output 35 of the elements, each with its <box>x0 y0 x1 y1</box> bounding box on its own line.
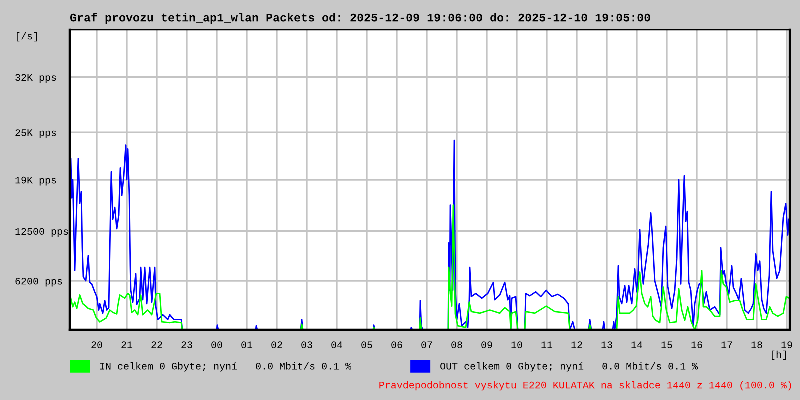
x-tick-label: 14 <box>632 342 642 348</box>
x-tick-label: 16 <box>692 342 702 348</box>
x-tick-label: 20 <box>92 342 102 348</box>
x-tick-label: 11 <box>542 342 553 348</box>
x-tick-label: 03 <box>302 342 312 348</box>
x-tick-label: 04 <box>332 342 342 348</box>
x-tick-label: 13 <box>602 342 612 348</box>
y-tick-label: 25K pps <box>16 130 56 138</box>
y-tick-label: 12500 pps <box>16 228 68 238</box>
x-tick-label: 21 <box>122 342 133 348</box>
y-tick-label: 19K pps <box>16 176 56 186</box>
x-tick-label: 15 <box>662 342 672 348</box>
x-tick-label: 19 <box>782 342 792 348</box>
x-tick-label: 01 <box>242 342 253 348</box>
legend-label: IN celkem 0 Gbyte; nyní 0.0 Mbit/s 0.1 % <box>100 362 352 372</box>
x-tick-label: 12 <box>572 342 582 348</box>
x-tick-label: 23 <box>182 342 192 348</box>
chart-title: Graf provozu tetin_ap1_wlan Packets od: 2025-12-09 19:06:00 do: 2025-12-10 19:05:00 <box>70 13 650 24</box>
x-tick-label: 00 <box>212 342 222 348</box>
x-tick-label: 17 <box>722 342 732 348</box>
text: Pravdepodobnost vyskytu E220 KULATAK na skladce 1440 z 1440 (100.0 %) <box>380 381 792 391</box>
y-tick-label: 6200 pps <box>16 278 62 287</box>
x-tick-label: 02 <box>272 342 282 348</box>
x-tick-label: 22 <box>152 342 162 348</box>
x-tick-label: 10 <box>512 342 522 348</box>
legend-label: OUT celkem 0 Gbyte; nyní 0.0 Mbit/s 0.1 % <box>440 362 698 372</box>
x-tick-label: 06 <box>392 342 402 348</box>
x-tick-label: 05 <box>362 342 372 348</box>
x-tick-label: 07 <box>422 342 432 348</box>
x-tick-label: 18 <box>752 342 762 348</box>
y-tick-label: 32K pps <box>16 74 56 84</box>
x-tick-label: 09 <box>482 342 492 348</box>
x-axis-title: [h] <box>772 350 786 360</box>
x-tick-label: 08 <box>452 342 462 348</box>
y-axis-title: [/s] <box>17 32 37 42</box>
